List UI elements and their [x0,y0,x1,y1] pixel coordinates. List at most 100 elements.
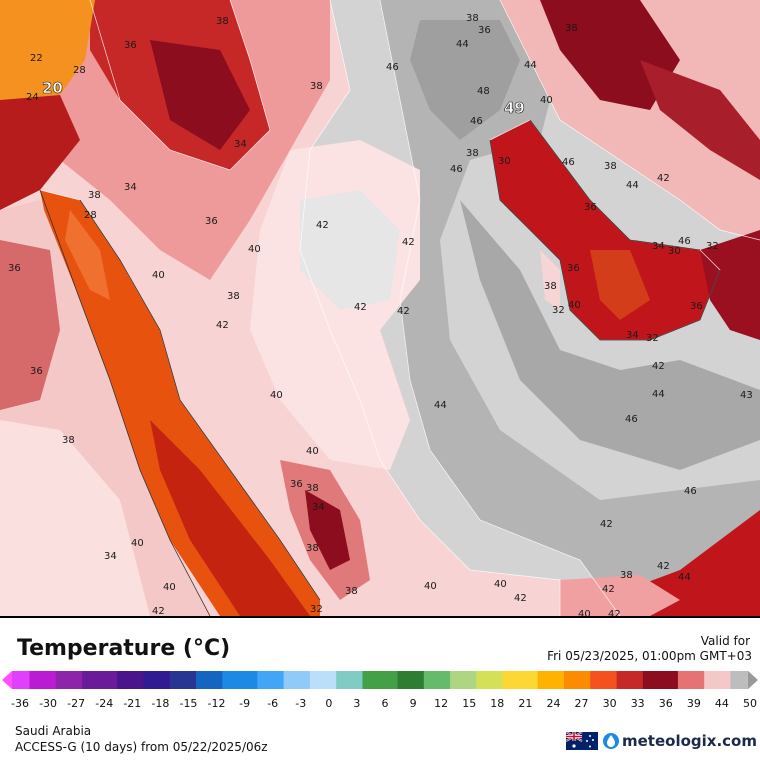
colorbar-tick-label: -9 [239,697,250,708]
colorbar-cell [564,671,574,689]
colorbar-cell [292,671,302,689]
colorbar-tick-label: 18 [490,697,504,708]
colorbar-cell [415,671,425,689]
colorbar-cell [196,671,206,689]
colorbar-cell [520,671,530,689]
colorbar-cell [607,671,617,689]
contour-label: 40 [248,244,261,255]
zagros-hot [640,60,760,180]
map-bottom-border [0,616,760,618]
colorbar-cell [73,671,83,689]
contour-label: 44 [456,39,469,50]
contour-label: 32 [646,333,659,344]
desert-grey-rub-al-khali [460,200,760,470]
colorbar-cell [537,671,547,689]
colorbar-tick-label: 3 [353,697,360,708]
colorbar-tick-label: 21 [518,697,532,708]
colorbar-cell [493,671,504,689]
colorbar-cell [669,671,679,689]
contour-label: 44 [524,60,537,71]
colorbar-cell [143,671,153,689]
desert-grey-dark [410,20,520,140]
contour-label: 44 [626,180,639,191]
contour-label: 40 [306,446,319,457]
colorbar-tick-label: -21 [123,697,141,708]
contour-label: 42 [316,220,329,231]
colorbar-cell [257,671,267,689]
africa-south-pale [0,420,150,616]
colorbar-min-arrow [2,671,12,689]
colorbar-tick-label: -27 [67,697,85,708]
legend-title: Temperature (°C) [17,636,231,661]
max-temperature-label: 49 [504,99,525,117]
contour-label: 40 [540,95,553,106]
contour-label: 46 [562,157,575,168]
colorbar-cell [695,671,705,689]
colorbar-cell [344,671,355,689]
colorbar-cell [660,671,670,689]
contour-label: 40 [163,582,176,593]
contour-label: 36 [8,263,21,274]
contour-label: 42 [397,306,410,317]
contour-label: 42 [657,561,670,572]
colorbar-cell [336,671,346,689]
colorbar-cell [318,671,328,689]
colorbar-tick-label: -18 [151,697,169,708]
colorbar-cell [704,671,714,689]
contour-label: 48 [477,86,490,97]
colorbar-tick-label: 50 [743,697,757,708]
colorbar-cell [476,671,486,689]
colorbar-cell [458,671,469,689]
colorbar-cell [266,671,276,689]
contour-label: 38 [306,543,319,554]
contour-label: 32 [552,305,565,316]
contour-label: 40 [494,579,507,590]
colorbar-cell [642,671,653,689]
contour-label: 42 [216,320,229,331]
contour-label: 42 [152,606,165,616]
colorbar-cell [125,671,136,689]
colorbar-tick-label: -36 [11,697,29,708]
contour-label: 40 [270,390,283,401]
colorbar-cell [90,671,101,689]
contour-label: 38 [216,16,229,27]
valid-for-label: Valid for [700,634,750,648]
colorbar-cell [730,671,740,689]
contour-label: 34 [104,551,117,562]
colorbar-cell [590,671,600,689]
colorbar-cell [274,671,285,689]
colorbar-cell [99,671,109,689]
contour-label: 38 [466,148,479,159]
colorbar-cell [616,671,626,689]
qatar [540,250,560,310]
egypt-coast-hot [0,95,80,210]
colorbar-cell [55,671,65,689]
colorbar-cell [283,671,293,689]
contour-label: 34 [312,502,325,513]
coastlines [39,119,721,616]
gulf-warm-patch [590,250,650,320]
contour-label: 43 [740,390,753,401]
contour-label: 40 [152,270,165,281]
contour-label: 36 [30,366,43,377]
valid-time: Fri 05/23/2025, 01:00pm GMT+03 [547,649,752,663]
contour-label: 30 [498,156,511,167]
colorbar-cell [485,671,495,689]
colorbar-tick-label: -6 [267,697,278,708]
colorbar-cell [117,671,127,689]
colorbar-cell [739,671,749,689]
colorbar-cell [187,671,197,689]
contour-label: 46 [625,414,638,425]
colorbar-cell [204,671,214,689]
colorbar-tick-label: -12 [208,697,226,708]
colorbar-cell [397,671,407,689]
contour-label: 36 [290,479,303,490]
asir-hot [305,490,350,570]
brand[interactable]: meteologix.com [566,730,757,752]
contour-label: 30 [668,246,681,257]
colorbar-cell [555,671,565,689]
contour-label: 36 [567,263,580,274]
colorbar-cell [222,671,232,689]
colorbar-tick-label: 12 [434,697,448,708]
contour-label: 40 [131,538,144,549]
